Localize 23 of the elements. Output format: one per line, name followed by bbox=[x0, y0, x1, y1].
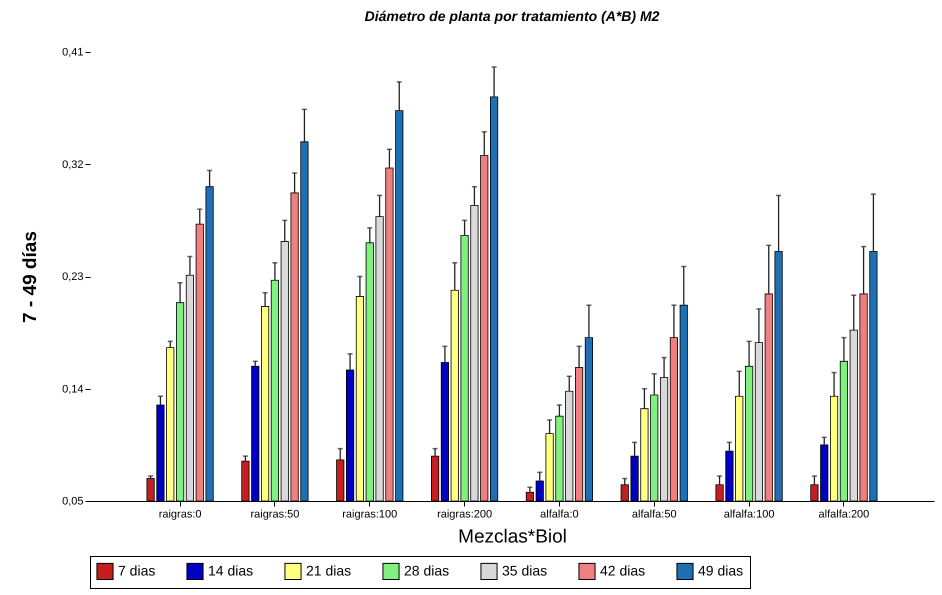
y-tick-label: 0,32 bbox=[62, 158, 84, 171]
legend-label: 28 dias bbox=[404, 562, 450, 578]
x-tick-label: alfalfa:200 bbox=[818, 508, 870, 520]
legend-label: 35 dias bbox=[502, 562, 548, 578]
y-axis-title: 7 - 49 días bbox=[20, 231, 42, 323]
x-tick-label: raigras:50 bbox=[250, 508, 300, 520]
y-tick-label: 0,05 bbox=[62, 496, 84, 508]
x-tick-label: raigras:0 bbox=[158, 508, 202, 520]
x-axis-title: Mezclas*Biol bbox=[458, 526, 567, 548]
y-tick-label: 0,14 bbox=[62, 383, 84, 396]
x-tick-label: alfalfa:50 bbox=[632, 508, 677, 520]
x-tick-label: raigras:100 bbox=[342, 508, 398, 520]
x-tick-label: alfalfa:100 bbox=[724, 508, 774, 520]
y-tick-label: 0,41 bbox=[62, 46, 84, 58]
x-tick-label: alfalfa:0 bbox=[540, 508, 579, 520]
legend-label: 7 dias bbox=[118, 562, 156, 578]
legend-label: 42 dias bbox=[600, 562, 646, 578]
legend-label: 49 dias bbox=[698, 562, 744, 578]
y-tick-label: 0,23 bbox=[62, 271, 84, 283]
legend-label: 21 dias bbox=[306, 562, 352, 578]
x-tick-label: raigras:200 bbox=[437, 508, 492, 520]
chart-title: Diámetro de planta por tratamiento (A*B) M2 bbox=[364, 8, 660, 24]
legend-label: 14 dias bbox=[208, 562, 254, 578]
